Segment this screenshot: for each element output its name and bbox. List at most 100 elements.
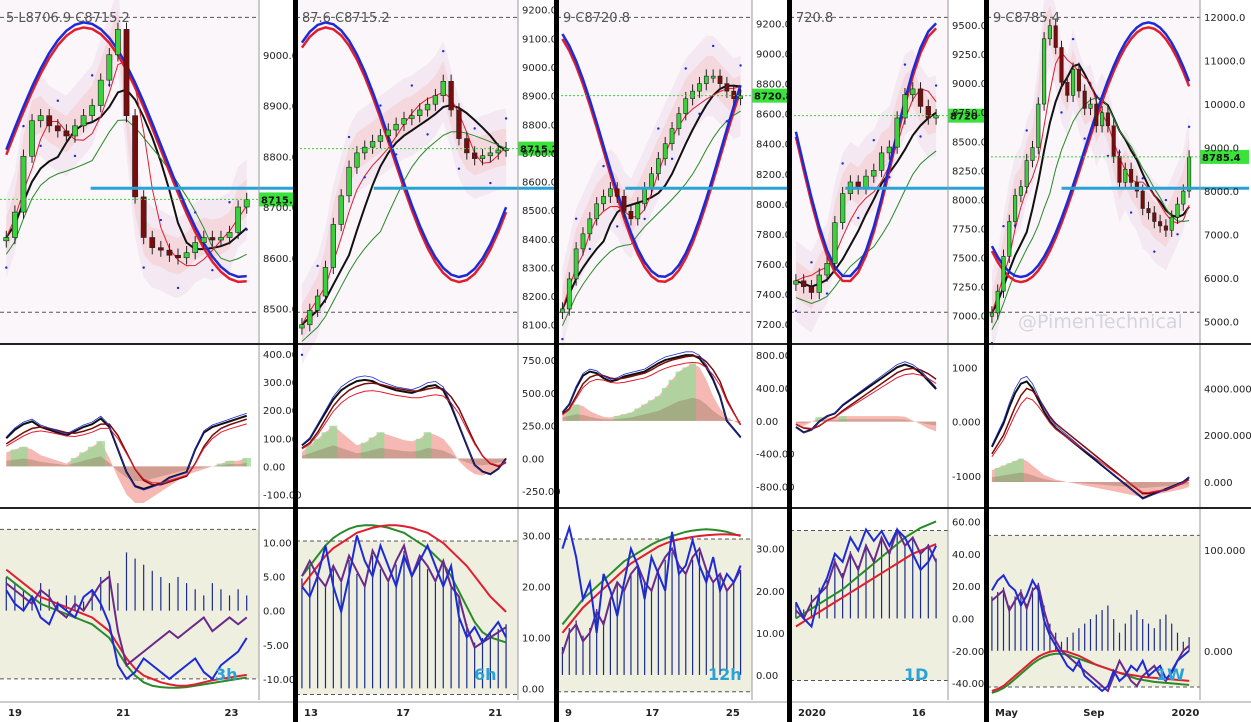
sar-dot — [934, 84, 938, 87]
ohlc-header: 87.6 C8715.2 — [302, 11, 390, 26]
candle — [1163, 225, 1168, 231]
osc-line-red — [795, 373, 937, 429]
rsi-purple-line — [301, 542, 507, 650]
ohlc-header: 9 C8785.4 — [993, 11, 1060, 26]
sar-dot — [379, 104, 382, 107]
candle — [1146, 208, 1151, 214]
candle — [123, 29, 130, 116]
candle — [354, 152, 360, 168]
candle — [594, 203, 600, 220]
ichimoku-cloud — [6, 9, 247, 275]
candle — [1111, 125, 1116, 157]
price-badge — [1200, 149, 1249, 164]
sar-dot — [22, 124, 25, 128]
sar-dot — [794, 309, 798, 313]
candle — [1152, 212, 1157, 222]
candle — [902, 94, 908, 119]
candle — [697, 83, 702, 92]
candle — [149, 237, 156, 248]
price-tick-label: 8900.0 — [522, 92, 557, 103]
price-tick-label: 9200.0 — [522, 6, 557, 17]
rsi-blue-line — [5, 588, 248, 681]
osc-tick-label: 100.00 — [263, 434, 298, 445]
candle — [886, 146, 893, 154]
candle — [989, 312, 994, 317]
ohlc-header: 720.8 — [796, 11, 833, 26]
candle — [307, 310, 313, 325]
ichimoku-cloud — [301, 61, 507, 342]
candle — [635, 203, 641, 220]
osc-green-segment — [565, 408, 573, 421]
price-tick-label: 8300.0 — [522, 263, 557, 274]
candle — [200, 237, 207, 243]
candle — [917, 88, 924, 107]
candle — [322, 267, 329, 297]
x-tick-label: 9 — [565, 708, 572, 719]
price-tick-label: 11000.0 — [1204, 57, 1245, 68]
sar-dot — [1083, 137, 1086, 140]
candle — [54, 125, 61, 132]
candle — [1007, 221, 1012, 257]
sar-dot — [473, 127, 476, 130]
rsi-green-line — [301, 524, 507, 644]
sar-dot — [1071, 37, 1075, 41]
candle — [878, 152, 885, 171]
ohlc-header: 9 C8720.8 — [563, 11, 630, 26]
candle — [1001, 256, 1006, 292]
osc-green-segment — [225, 460, 234, 467]
sar-dot — [561, 337, 564, 341]
price-tick-label: 6000.0 — [1204, 274, 1239, 285]
x-tick-label: May — [995, 708, 1018, 719]
osc-green-segment — [838, 416, 847, 422]
sar-dot — [657, 127, 660, 130]
price-tick-label: 8400.0 — [522, 235, 557, 246]
candle — [655, 158, 661, 175]
sar-dot — [825, 292, 829, 295]
panel-divider — [787, 0, 792, 722]
osc-green-segment — [360, 442, 369, 459]
ichimoku-cloud — [562, 56, 741, 326]
price-tick-label: 8250.0 — [952, 166, 987, 177]
panel-divider — [554, 0, 559, 722]
sar-dot — [810, 261, 813, 264]
price-badge-label: 8720 — [950, 112, 978, 123]
osc-green-segment — [87, 446, 97, 467]
rsi-green-line — [795, 520, 937, 620]
sar-dot — [643, 217, 646, 221]
osc-green-segment — [689, 363, 697, 421]
price-tick-label: 7500.0 — [952, 254, 987, 265]
price-tick-label: 8000.0 — [952, 195, 987, 206]
panel-1D: 8720 9500.0 9250.0 9000.0 8750.0 8500.0 8250.0… — [790, 0, 987, 719]
osc-green-segment — [313, 438, 322, 459]
candle — [29, 120, 35, 157]
osc-green-segment — [415, 438, 424, 459]
price-tick-label: 8700.0 — [263, 203, 298, 214]
candle — [1134, 182, 1139, 192]
rsi-red-line — [301, 524, 507, 613]
osc-tick-label: 0.00 — [756, 417, 778, 428]
price-badge — [259, 192, 294, 207]
osc-green-segment — [613, 415, 621, 421]
x-tick-label: 17 — [396, 708, 410, 719]
candle — [683, 98, 689, 114]
candle — [1082, 90, 1087, 109]
sar-dot — [1141, 177, 1144, 180]
envelope-band — [991, 0, 1190, 354]
sar-dot — [73, 154, 77, 158]
candle — [235, 206, 241, 233]
x-tick-label: 21 — [116, 708, 130, 719]
osc-tick-label: -800.00 — [756, 483, 795, 494]
wave-blue — [300, 21, 508, 279]
osc-tick-label: 400.00 — [756, 384, 791, 395]
osc-green-segment — [1018, 458, 1024, 482]
sar-dot — [489, 181, 492, 185]
candle — [1088, 103, 1093, 109]
price-tick-label: 9100.0 — [522, 34, 557, 45]
sar-dot — [872, 138, 875, 142]
osc-line-red — [301, 390, 507, 467]
rsi-tick-label: 10.00 — [263, 538, 292, 549]
rsi-tick-label: 100.000 — [1204, 546, 1245, 557]
candle — [894, 117, 900, 148]
sar-dot — [1129, 211, 1133, 214]
rsi-blue-line — [301, 535, 507, 645]
